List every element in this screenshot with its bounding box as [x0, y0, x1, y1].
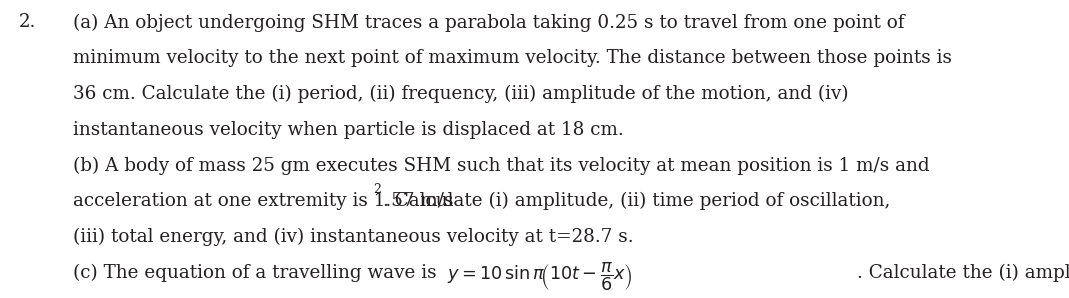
- Text: acceleration at one extremity is 1.57 m/s: acceleration at one extremity is 1.57 m/…: [73, 192, 453, 210]
- Text: $y = 10\,\sin\pi\!\left(10t - \dfrac{\pi}{6}x\right)$: $y = 10\,\sin\pi\!\left(10t - \dfrac{\pi…: [447, 261, 633, 293]
- Text: (b) A body of mass 25 gm executes SHM such that its velocity at mean position is: (b) A body of mass 25 gm executes SHM su…: [73, 156, 929, 175]
- Text: 2.: 2.: [19, 13, 36, 31]
- Text: . Calculate (i) amplitude, (ii) time period of oscillation,: . Calculate (i) amplitude, (ii) time per…: [383, 192, 890, 210]
- Text: . Calculate the (i) amplitude of: . Calculate the (i) amplitude of: [857, 264, 1069, 282]
- Text: (iii) total energy, and (iv) instantaneous velocity at t=28.7 s.: (iii) total energy, and (iv) instantaneo…: [73, 228, 633, 246]
- Text: (a) An object undergoing SHM traces a parabola taking 0.25 s to travel from one : (a) An object undergoing SHM traces a pa…: [73, 13, 904, 32]
- Text: 36 cm. Calculate the (i) period, (ii) frequency, (iii) amplitude of the motion, : 36 cm. Calculate the (i) period, (ii) fr…: [73, 85, 849, 103]
- Text: 2: 2: [373, 183, 381, 196]
- Text: (c) The equation of a travelling wave is: (c) The equation of a travelling wave is: [73, 264, 448, 282]
- Text: minimum velocity to the next point of maximum velocity. The distance between tho: minimum velocity to the next point of ma…: [73, 49, 951, 67]
- Text: instantaneous velocity when particle is displaced at 18 cm.: instantaneous velocity when particle is …: [73, 121, 623, 139]
